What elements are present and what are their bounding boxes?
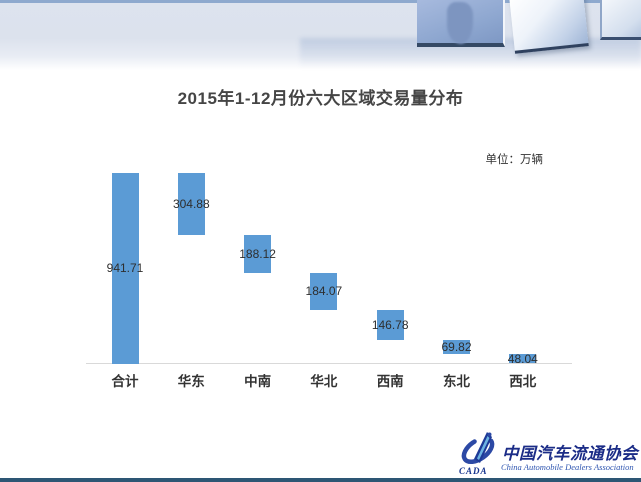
partial-cube-image	[600, 0, 641, 40]
category-label-合计: 合计	[111, 374, 139, 389]
bar-value-label: 184.07	[305, 284, 343, 299]
logo-name-chinese: 中国汽车流通协会	[502, 444, 638, 463]
category-label-华东: 华东	[177, 374, 205, 389]
bar-value-label: 69.82	[441, 339, 472, 354]
slide-title: 2015年1-12月份六大区域交易量分布	[177, 89, 464, 108]
world-map-icon	[447, 2, 473, 44]
bar-华东	[177, 173, 205, 235]
category-label-西南: 西南	[376, 374, 404, 389]
svg-text:CADA: CADA	[459, 466, 488, 476]
bar-value-label: 304.88	[172, 196, 210, 211]
x-axis-line	[86, 363, 572, 364]
bar-value-label: 188.12	[239, 246, 276, 261]
globe-cube-image	[417, 0, 505, 47]
footer-bar	[0, 478, 641, 482]
cada-emblem-icon: CADA	[459, 432, 495, 476]
category-label-中南: 中南	[244, 374, 272, 389]
category-label-东北: 东北	[443, 374, 470, 389]
bar-西南	[376, 309, 404, 340]
banner-top-line	[0, 0, 641, 3]
header-banner-image	[0, 0, 641, 70]
bar-合计	[111, 173, 139, 364]
bar-华北	[310, 272, 338, 310]
category-label-华北: 华北	[310, 374, 338, 389]
bar-东北	[443, 339, 470, 354]
category-label-西北: 西北	[509, 374, 537, 389]
logo-name-english: China Automobile Dealers Association	[501, 462, 634, 472]
bar-value-label: 941.71	[106, 261, 144, 276]
bar-value-label: 146.78	[371, 317, 409, 332]
unit-label: 单位：万辆	[485, 154, 544, 166]
bar-中南	[244, 234, 272, 273]
cada-logo: CADA 中国汽车流通协会 China Automobile Dealers A…	[458, 430, 638, 476]
bar-value-label: 48.04	[507, 351, 538, 366]
bar-西北	[509, 353, 537, 364]
